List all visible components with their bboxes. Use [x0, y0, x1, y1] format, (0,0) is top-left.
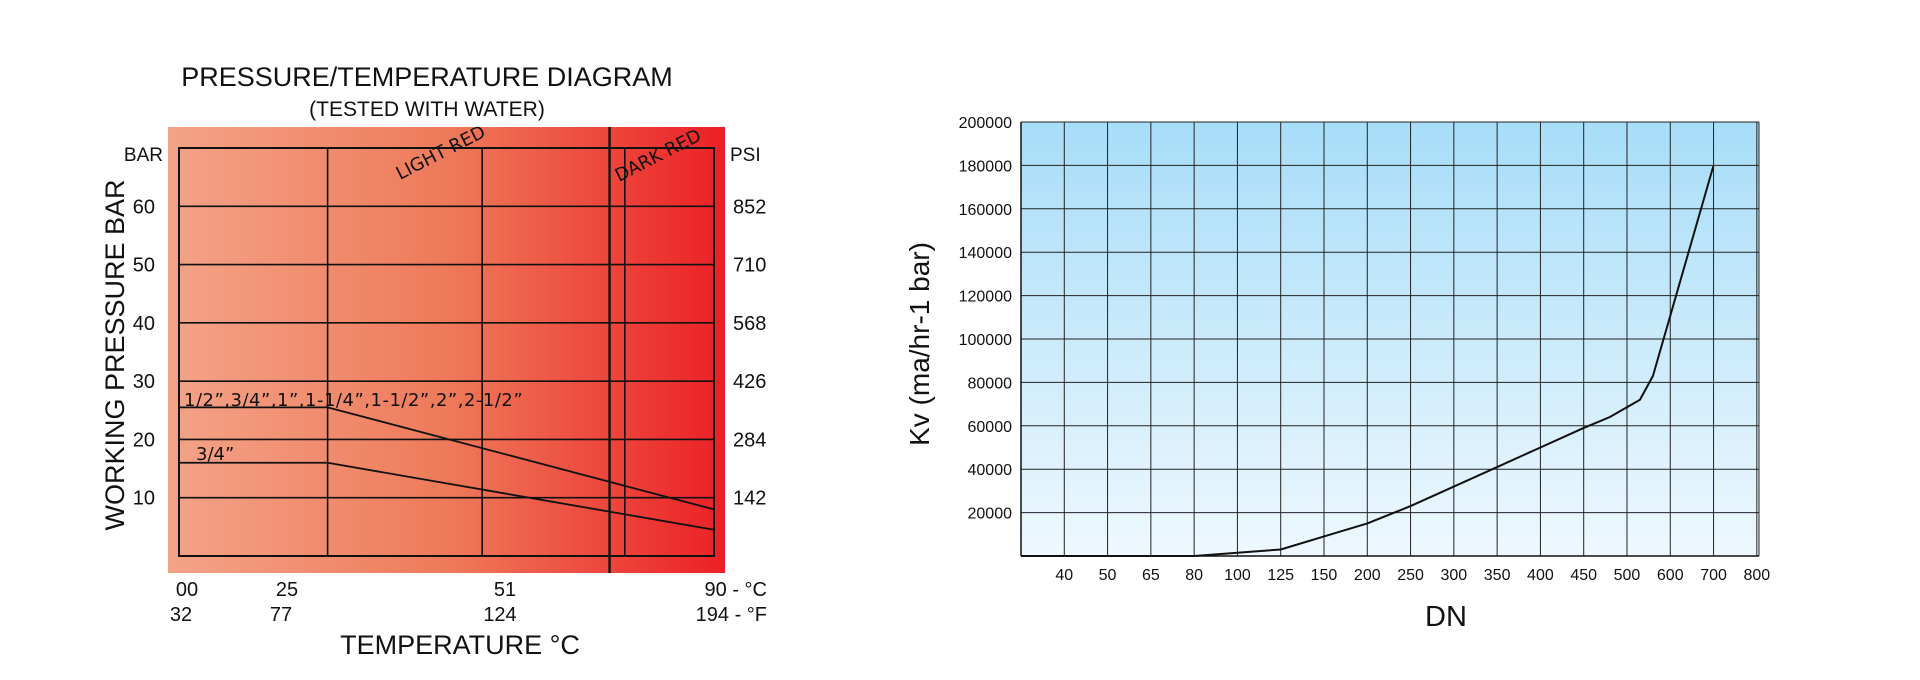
- kv-y-tick: 20000: [968, 506, 1013, 523]
- pt-y-tick-psi: 568: [733, 313, 766, 335]
- pt-plot-background: [168, 127, 725, 573]
- pt-y-ticks-bar: 10 20 30 40 50 60: [133, 196, 155, 509]
- pt-x-tick-celsius: 00: [176, 579, 198, 601]
- kv-x-tick: 500: [1614, 567, 1641, 584]
- pt-y-tick-bar: 20: [133, 429, 155, 451]
- pt-y-tick-psi: 426: [733, 371, 766, 393]
- kv-x-tick: 65: [1142, 567, 1160, 584]
- pt-y-axis-label: WORKING PRESSURE BAR: [100, 179, 130, 530]
- kv-y-ticks: 200000 180000 160000 140000 120000 100000 8000…: [959, 115, 1012, 523]
- pt-x-tick-celsius: 90 - °C: [705, 579, 767, 601]
- kv-x-tick: 700: [1700, 567, 1727, 584]
- kv-x-tick: 40: [1055, 567, 1073, 584]
- pt-y-tick-psi: 142: [733, 488, 766, 510]
- kv-x-tick: 80: [1185, 567, 1203, 584]
- pt-plot-frame: [178, 147, 715, 557]
- pressure-temperature-chart: PRESSURE/TEMPERATURE DIAGRAM (TESTED WIT…: [100, 62, 767, 660]
- pt-x-tick-fahrenheit: 194 - °F: [696, 604, 767, 626]
- pt-y-tick-psi: 710: [733, 255, 766, 277]
- kv-x-tick: 600: [1657, 567, 1684, 584]
- kv-x-tick: 150: [1311, 567, 1338, 584]
- pt-chart-subtitle: (TESTED WITH WATER): [309, 98, 545, 121]
- kv-series-line: [1021, 165, 1715, 557]
- pt-y-tick-bar: 50: [133, 255, 155, 277]
- kv-x-tick: 200: [1354, 567, 1381, 584]
- kv-x-tick: 800: [1743, 567, 1770, 584]
- pt-x-tick-fahrenheit: 77: [270, 604, 292, 626]
- kv-y-tick: 140000: [959, 245, 1012, 262]
- pt-y-tick-bar: 10: [133, 488, 155, 510]
- kv-x-tick: 50: [1099, 567, 1117, 584]
- kv-y-axis-label: Kv (ma/hr-1 bar): [904, 242, 935, 446]
- pt-series-line: [179, 461, 715, 531]
- pt-x-tick-fahrenheit: 32: [170, 604, 192, 626]
- kv-grid: [1021, 121, 1760, 556]
- pt-y-unit-left: BAR: [124, 145, 163, 166]
- kv-dn-chart: 200000 180000 160000 140000 120000 100000 8000…: [904, 115, 1770, 633]
- pt-y-ticks-psi: 142 284 426 568 710 852: [733, 196, 766, 509]
- kv-series: [1021, 165, 1715, 557]
- kv-y-tick: 120000: [959, 289, 1012, 306]
- pt-y-tick-psi: 852: [733, 196, 766, 218]
- pt-grid: [179, 127, 714, 573]
- pt-y-unit-right: PSI: [730, 145, 761, 166]
- kv-x-ticks: 40 50 65 80 100 125 150 200 250 300 350 400 450 500 60…: [1055, 567, 1770, 584]
- pt-x-tick-celsius: 51: [494, 579, 516, 601]
- pt-y-tick-psi: 284: [733, 429, 766, 451]
- pt-series-labels: 1/2”,3/4”,1”,1-1/4”,1-1/2”,2”,2-1/2” 3/4”: [184, 390, 523, 465]
- kv-y-tick: 100000: [959, 332, 1012, 349]
- pt-x-ticks-celsius: 00 25 51 90 - °C: [176, 579, 767, 601]
- pt-y-tick-bar: 30: [133, 371, 155, 393]
- kv-y-tick: 180000: [959, 158, 1012, 175]
- pt-series-line: [179, 406, 715, 511]
- kv-x-tick: 125: [1267, 567, 1294, 584]
- kv-y-tick: 40000: [968, 462, 1013, 479]
- kv-x-tick: 350: [1484, 567, 1511, 584]
- kv-y-tick: 60000: [968, 419, 1013, 436]
- pt-series-label: 3/4”: [196, 444, 234, 465]
- kv-y-tick: 80000: [968, 375, 1013, 392]
- kv-x-tick: 300: [1440, 567, 1467, 584]
- kv-x-tick: 250: [1397, 567, 1424, 584]
- pt-series: [179, 406, 715, 531]
- pt-y-tick-bar: 60: [133, 196, 155, 218]
- kv-x-tick: 450: [1570, 567, 1597, 584]
- kv-y-tick: 160000: [959, 202, 1012, 219]
- pt-x-ticks-fahrenheit: 32 77 124 194 - °F: [170, 604, 767, 626]
- pt-x-tick-fahrenheit: 124: [483, 604, 516, 626]
- pt-x-tick-celsius: 25: [276, 579, 298, 601]
- pt-chart-title: PRESSURE/TEMPERATURE DIAGRAM: [181, 62, 673, 92]
- pt-x-axis-label: TEMPERATURE °C: [340, 630, 580, 660]
- kv-y-tick: 200000: [959, 115, 1012, 132]
- pt-y-tick-bar: 40: [133, 313, 155, 335]
- pt-series-label: 1/2”,3/4”,1”,1-1/4”,1-1/2”,2”,2-1/2”: [184, 390, 523, 411]
- kv-x-tick: 400: [1527, 567, 1554, 584]
- kv-x-tick: 100: [1224, 567, 1251, 584]
- kv-x-axis-label: DN: [1425, 601, 1467, 633]
